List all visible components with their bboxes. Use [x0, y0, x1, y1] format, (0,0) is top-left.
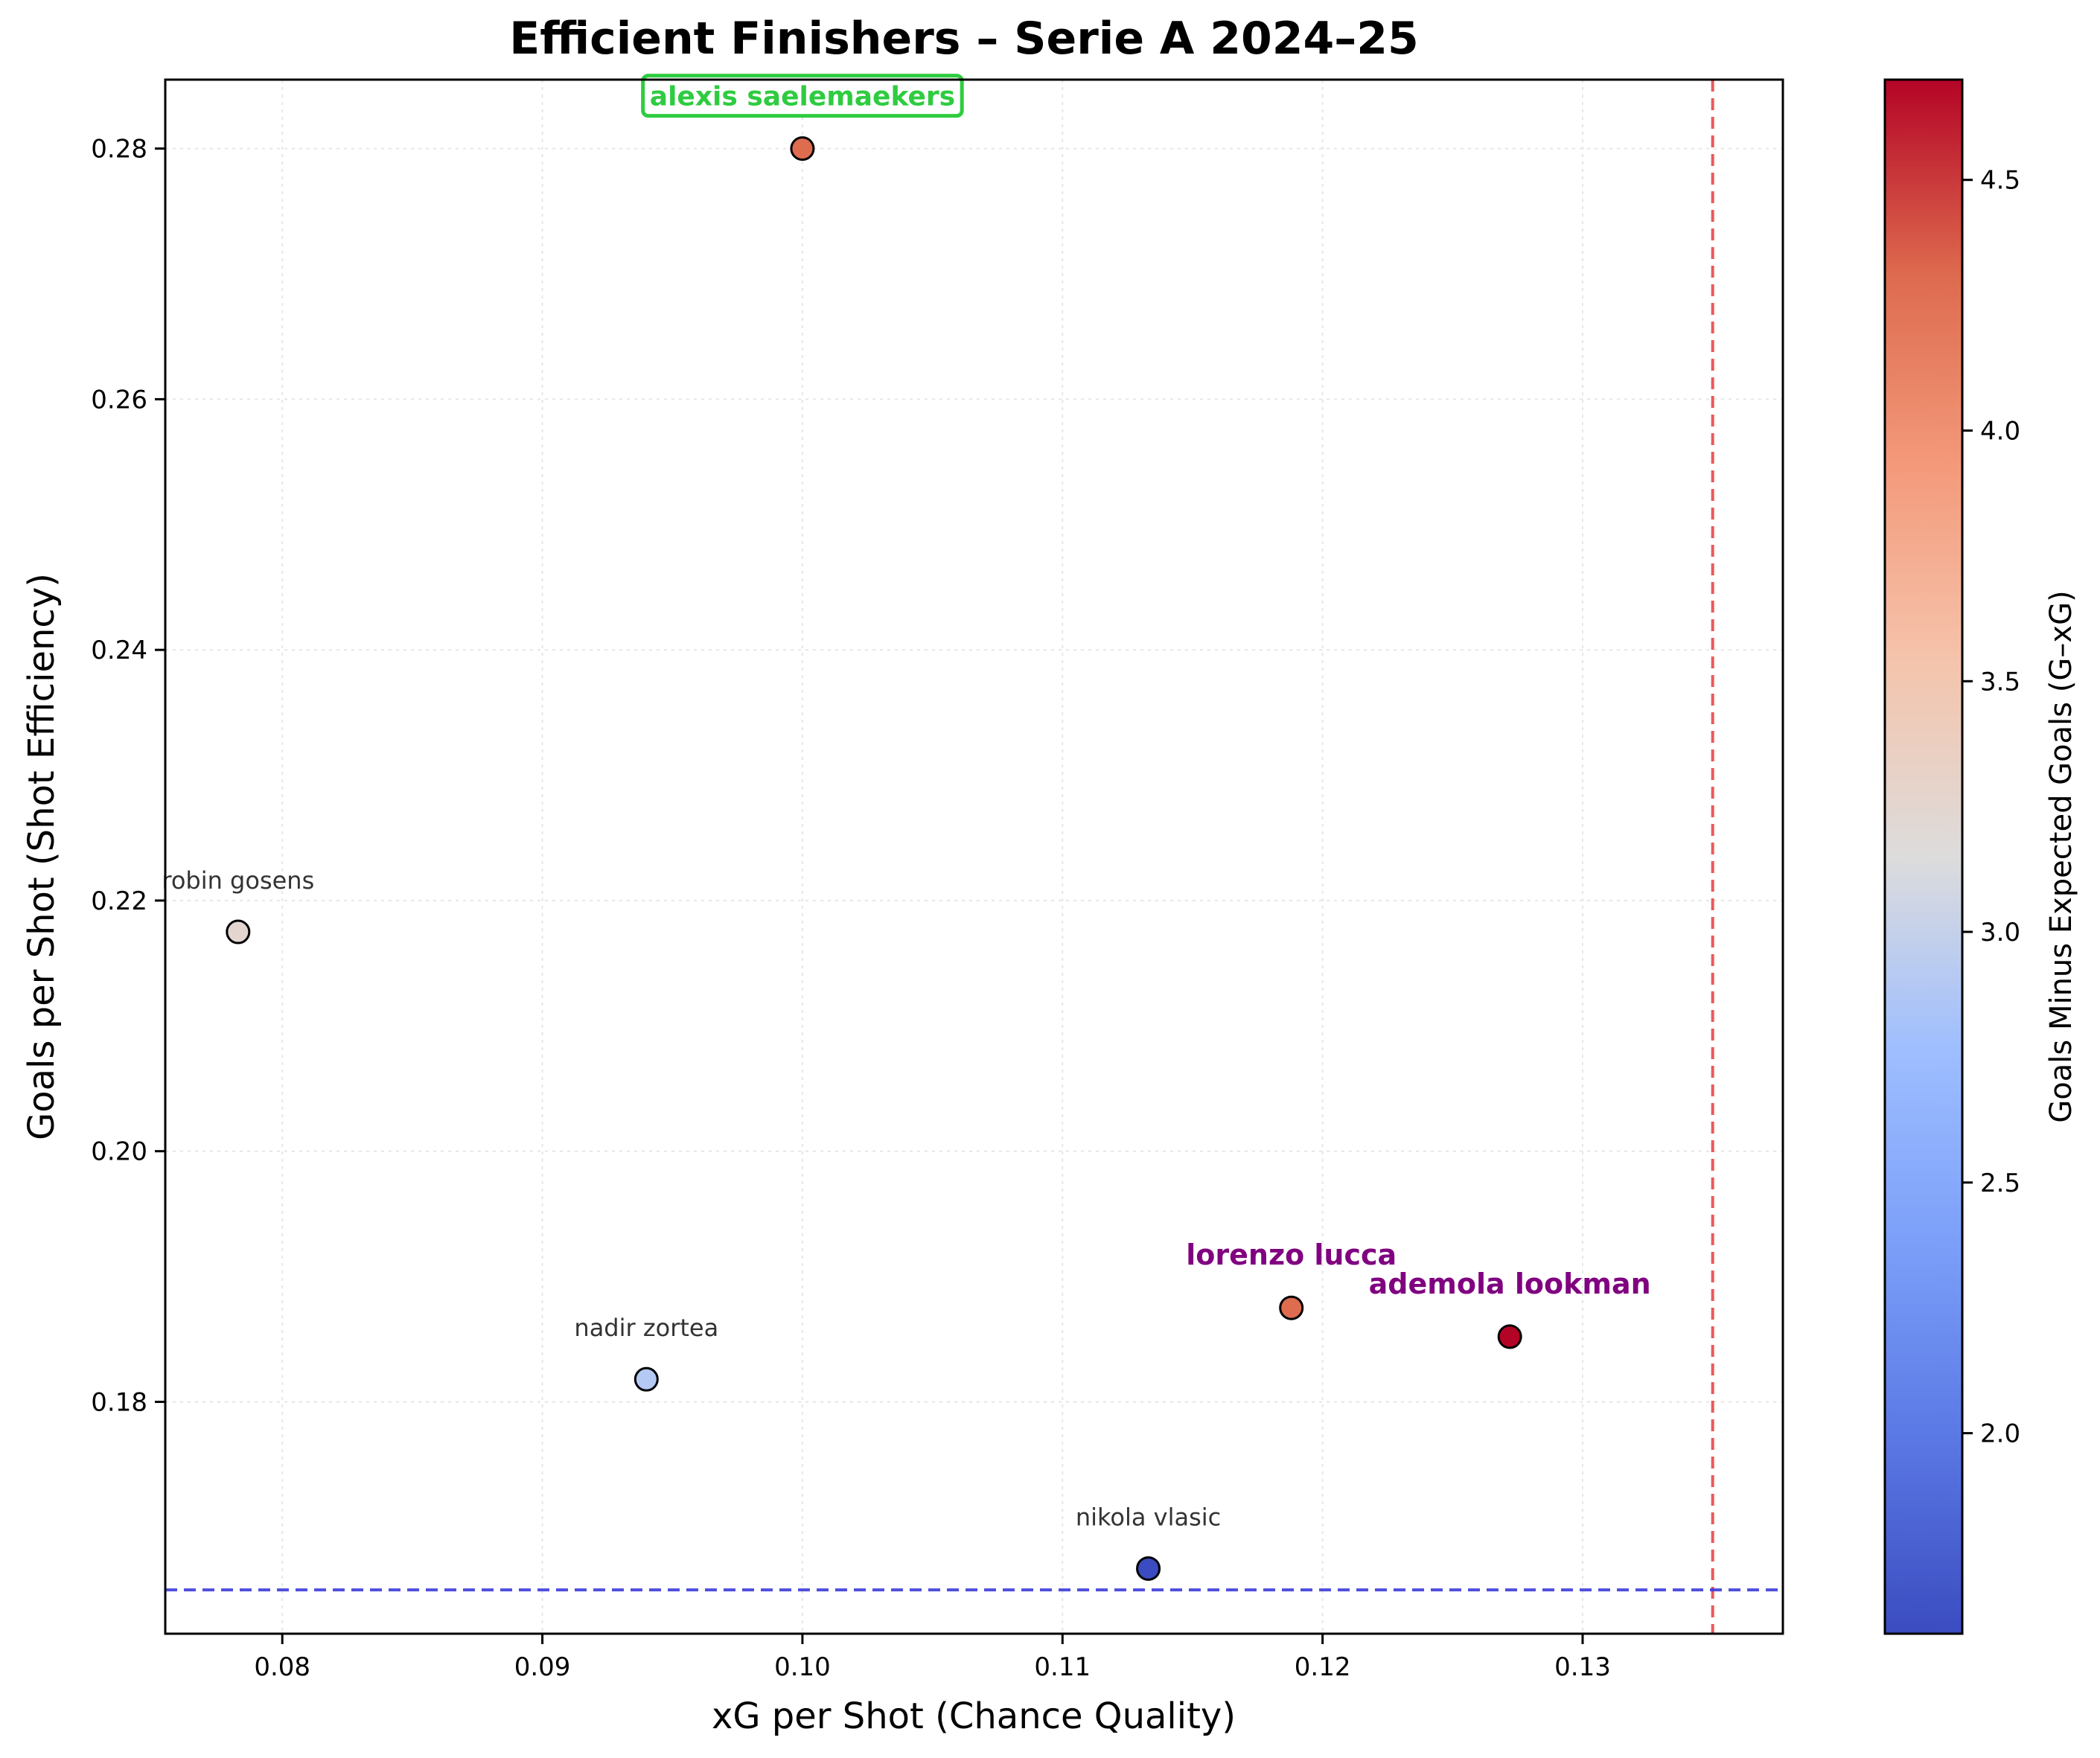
x-tick-label: 0.11: [1034, 1652, 1091, 1682]
x-tick-label: 0.10: [774, 1652, 831, 1682]
x-axis-label: xG per Shot (Chance Quality): [712, 1695, 1236, 1737]
point-label: lorenzo lucca: [1186, 1238, 1397, 1271]
x-tick-label: 0.13: [1554, 1652, 1611, 1682]
data-point: [1136, 1556, 1161, 1581]
point-label: robin gosens: [162, 866, 314, 895]
x-axis-ticks: 0.08 0.09 0.10 0.11 0.12 0.13: [254, 1634, 1611, 1682]
y-axis-label: Goals per Shot (Shot Efficiency): [21, 573, 63, 1140]
data-point: [790, 136, 815, 162]
points: [226, 136, 1522, 1581]
colorbar: [1883, 78, 1964, 1635]
y-tick-label: 0.22: [91, 886, 147, 916]
colorbar-label: Goals Minus Expected Goals (G–xG): [2044, 590, 2078, 1122]
data-point: [633, 1367, 659, 1392]
point-label: nikola vlasic: [1076, 1503, 1221, 1531]
plot-frame: [164, 78, 1784, 1635]
colorbar-tick-label: 3.5: [1980, 667, 2020, 697]
colorbar-tick-label: 2.5: [1980, 1169, 2020, 1198]
highlight-label-box: [641, 74, 964, 118]
x-tick-label: 0.12: [1295, 1652, 1351, 1682]
y-tick-label: 0.24: [91, 636, 147, 665]
point-labels: alexis saelemaekers robin gosens nadir zor…: [162, 74, 1651, 1531]
grid: [165, 80, 1783, 1634]
colorbar-tick-label: 4.0: [1980, 416, 2020, 446]
y-tick-label: 0.18: [91, 1387, 147, 1417]
colorbar-ticks: 2.0 2.5 3.0 3.5 4.0 4.5: [1962, 166, 2020, 1449]
colorbar-tick-label: 2.0: [1980, 1419, 2020, 1449]
y-axis-ticks: 0.18 0.20 0.22 0.24 0.26 0.28: [91, 135, 165, 1417]
reference-lines: [165, 80, 1783, 1634]
chart-title: Efficient Finishers – Serie A 2024–25: [509, 13, 1419, 65]
data-point: [226, 919, 251, 944]
x-tick-label: 0.09: [514, 1652, 571, 1682]
data-point: [1497, 1324, 1522, 1349]
colorbar-tick-label: 4.5: [1980, 166, 2020, 196]
data-point: [1279, 1295, 1304, 1320]
point-label: nadir zortea: [574, 1314, 718, 1342]
colorbar-tick-label: 3.0: [1980, 918, 2020, 947]
y-tick-label: 0.26: [91, 385, 147, 415]
x-tick-label: 0.08: [254, 1652, 310, 1682]
point-label: ademola lookman: [1369, 1268, 1651, 1300]
point-label: alexis saelemaekers: [650, 82, 955, 112]
y-tick-label: 0.20: [91, 1137, 147, 1167]
y-tick-label: 0.28: [91, 135, 147, 164]
